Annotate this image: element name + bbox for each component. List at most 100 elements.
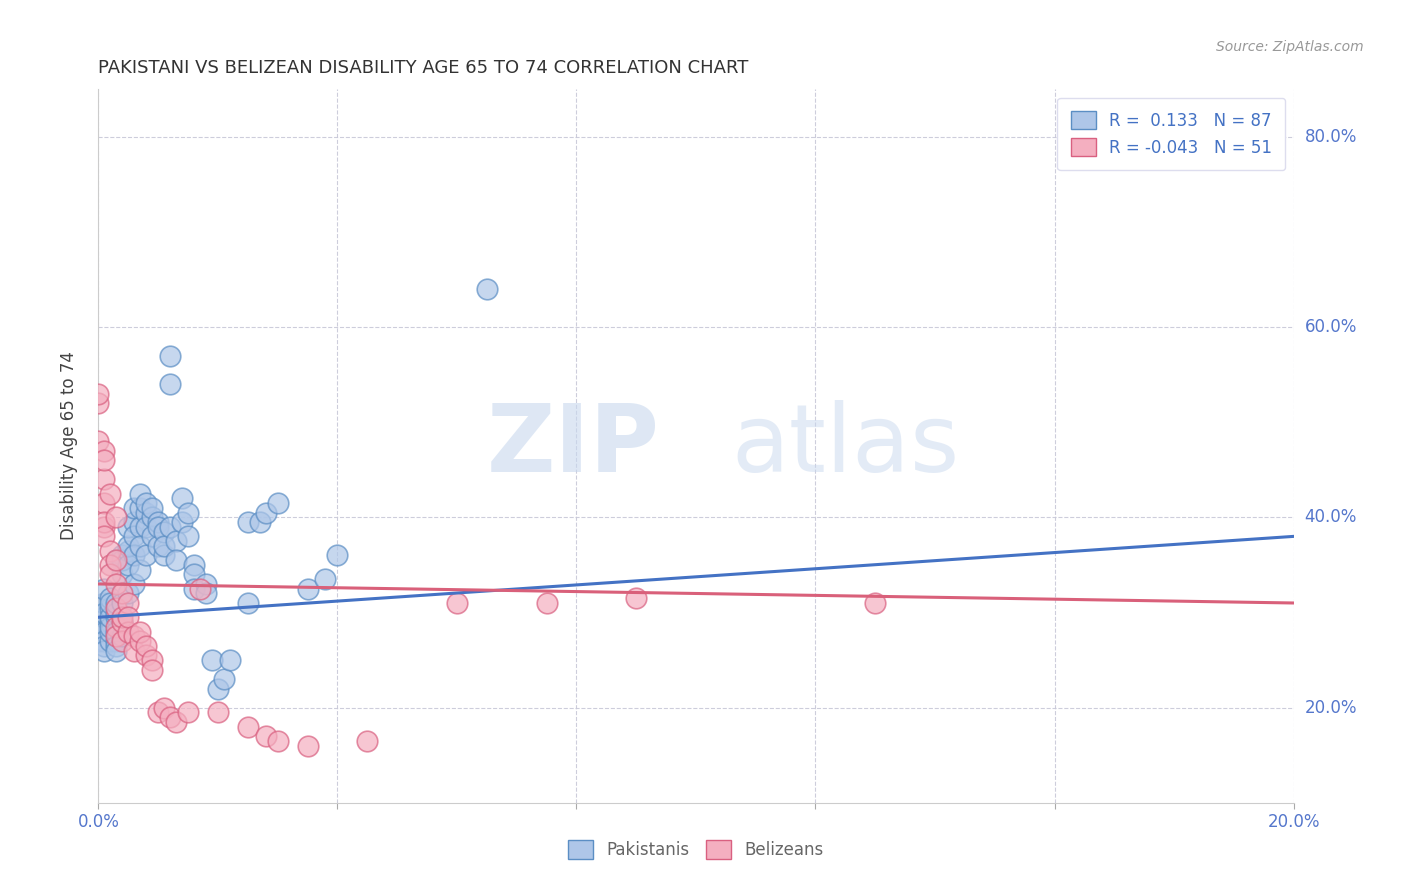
Point (111, 567, 134, 582)
Text: 40.0%: 40.0% (1305, 508, 1357, 526)
Point (93, 472, 115, 486)
Point (117, 520, 139, 534)
Point (135, 506, 157, 520)
Point (98, 567, 122, 582)
Point (105, 553, 128, 567)
Point (172, 491, 194, 506)
Point (105, 577, 128, 591)
Text: 20.0%: 20.0% (1305, 698, 1357, 716)
Point (159, 377, 181, 392)
Point (93, 453, 115, 467)
Point (93, 443, 115, 458)
Point (172, 515, 194, 529)
Point (141, 500, 163, 515)
Point (98, 596, 122, 610)
Point (315, 572, 337, 586)
Point (111, 549, 134, 563)
Point (236, 596, 259, 610)
Point (117, 596, 139, 610)
Point (254, 729, 277, 743)
Point (111, 610, 134, 624)
Point (111, 586, 134, 600)
Point (148, 539, 170, 553)
Point (141, 510, 163, 524)
Point (105, 624, 128, 639)
Point (201, 653, 224, 667)
Text: 60.0%: 60.0% (1305, 318, 1357, 336)
Point (93, 520, 115, 534)
Point (87, 396, 110, 410)
Point (105, 553, 128, 567)
Point (249, 515, 271, 529)
Point (148, 520, 170, 534)
Point (98, 486, 122, 500)
Point (93, 515, 115, 529)
Point (194, 586, 218, 600)
Point (117, 586, 139, 600)
Point (254, 506, 277, 520)
Point (207, 681, 229, 696)
Point (212, 672, 235, 686)
Point (93, 529, 115, 543)
Point (105, 510, 128, 524)
Point (177, 506, 200, 520)
Point (141, 663, 163, 677)
Point (624, 591, 647, 606)
Point (153, 549, 176, 563)
Point (105, 620, 128, 634)
Point (297, 582, 319, 596)
Point (267, 496, 290, 510)
Point (188, 582, 211, 596)
Point (93, 643, 115, 657)
Point (111, 615, 134, 629)
Point (153, 700, 176, 714)
Point (148, 515, 170, 529)
Point (98, 558, 122, 572)
Point (93, 639, 115, 653)
Point (129, 563, 152, 577)
Point (124, 629, 146, 643)
Point (98, 610, 122, 624)
Point (865, 596, 887, 610)
Point (177, 706, 200, 720)
Point (93, 582, 115, 596)
Point (129, 520, 152, 534)
Legend: Pakistanis, Belizeans: Pakistanis, Belizeans (561, 834, 831, 866)
Point (111, 634, 134, 648)
Point (124, 515, 146, 529)
Point (183, 558, 205, 572)
Point (135, 648, 157, 663)
Point (105, 634, 128, 648)
Point (297, 739, 319, 753)
Point (98, 600, 122, 615)
Point (117, 539, 139, 553)
Point (87, 386, 110, 401)
Point (159, 710, 181, 724)
Point (87, 624, 110, 639)
Point (117, 543, 139, 558)
Y-axis label: Disability Age 65 to 74: Disability Age 65 to 74 (59, 351, 77, 541)
Point (98, 620, 122, 634)
Point (326, 549, 349, 563)
Point (93, 596, 115, 610)
Point (165, 534, 187, 549)
Text: Source: ZipAtlas.com: Source: ZipAtlas.com (1216, 40, 1364, 54)
Point (111, 629, 134, 643)
Point (124, 529, 146, 543)
Point (267, 734, 290, 748)
Point (153, 524, 176, 539)
Point (98, 624, 122, 639)
Point (87, 434, 110, 449)
Point (165, 553, 187, 567)
Point (475, 282, 498, 296)
Point (236, 515, 259, 529)
Point (124, 577, 146, 591)
Point (105, 600, 128, 615)
Point (129, 500, 152, 515)
Point (105, 610, 128, 624)
Text: 80.0%: 80.0% (1305, 128, 1357, 145)
Point (159, 349, 181, 363)
Point (183, 567, 205, 582)
Point (207, 706, 229, 720)
Point (105, 606, 128, 620)
